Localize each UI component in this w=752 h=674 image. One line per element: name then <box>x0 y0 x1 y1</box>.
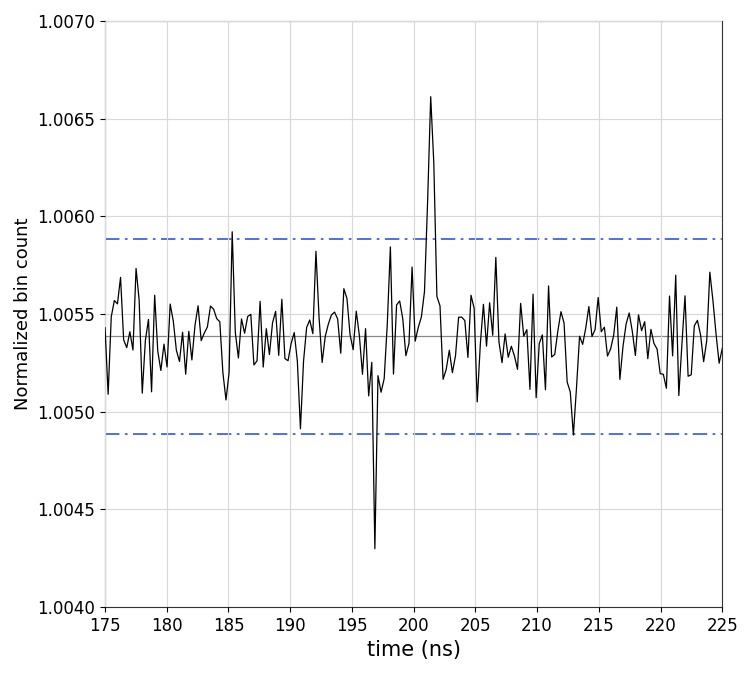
Y-axis label: Normalized bin count: Normalized bin count <box>14 218 32 410</box>
X-axis label: time (ns): time (ns) <box>367 640 461 660</box>
